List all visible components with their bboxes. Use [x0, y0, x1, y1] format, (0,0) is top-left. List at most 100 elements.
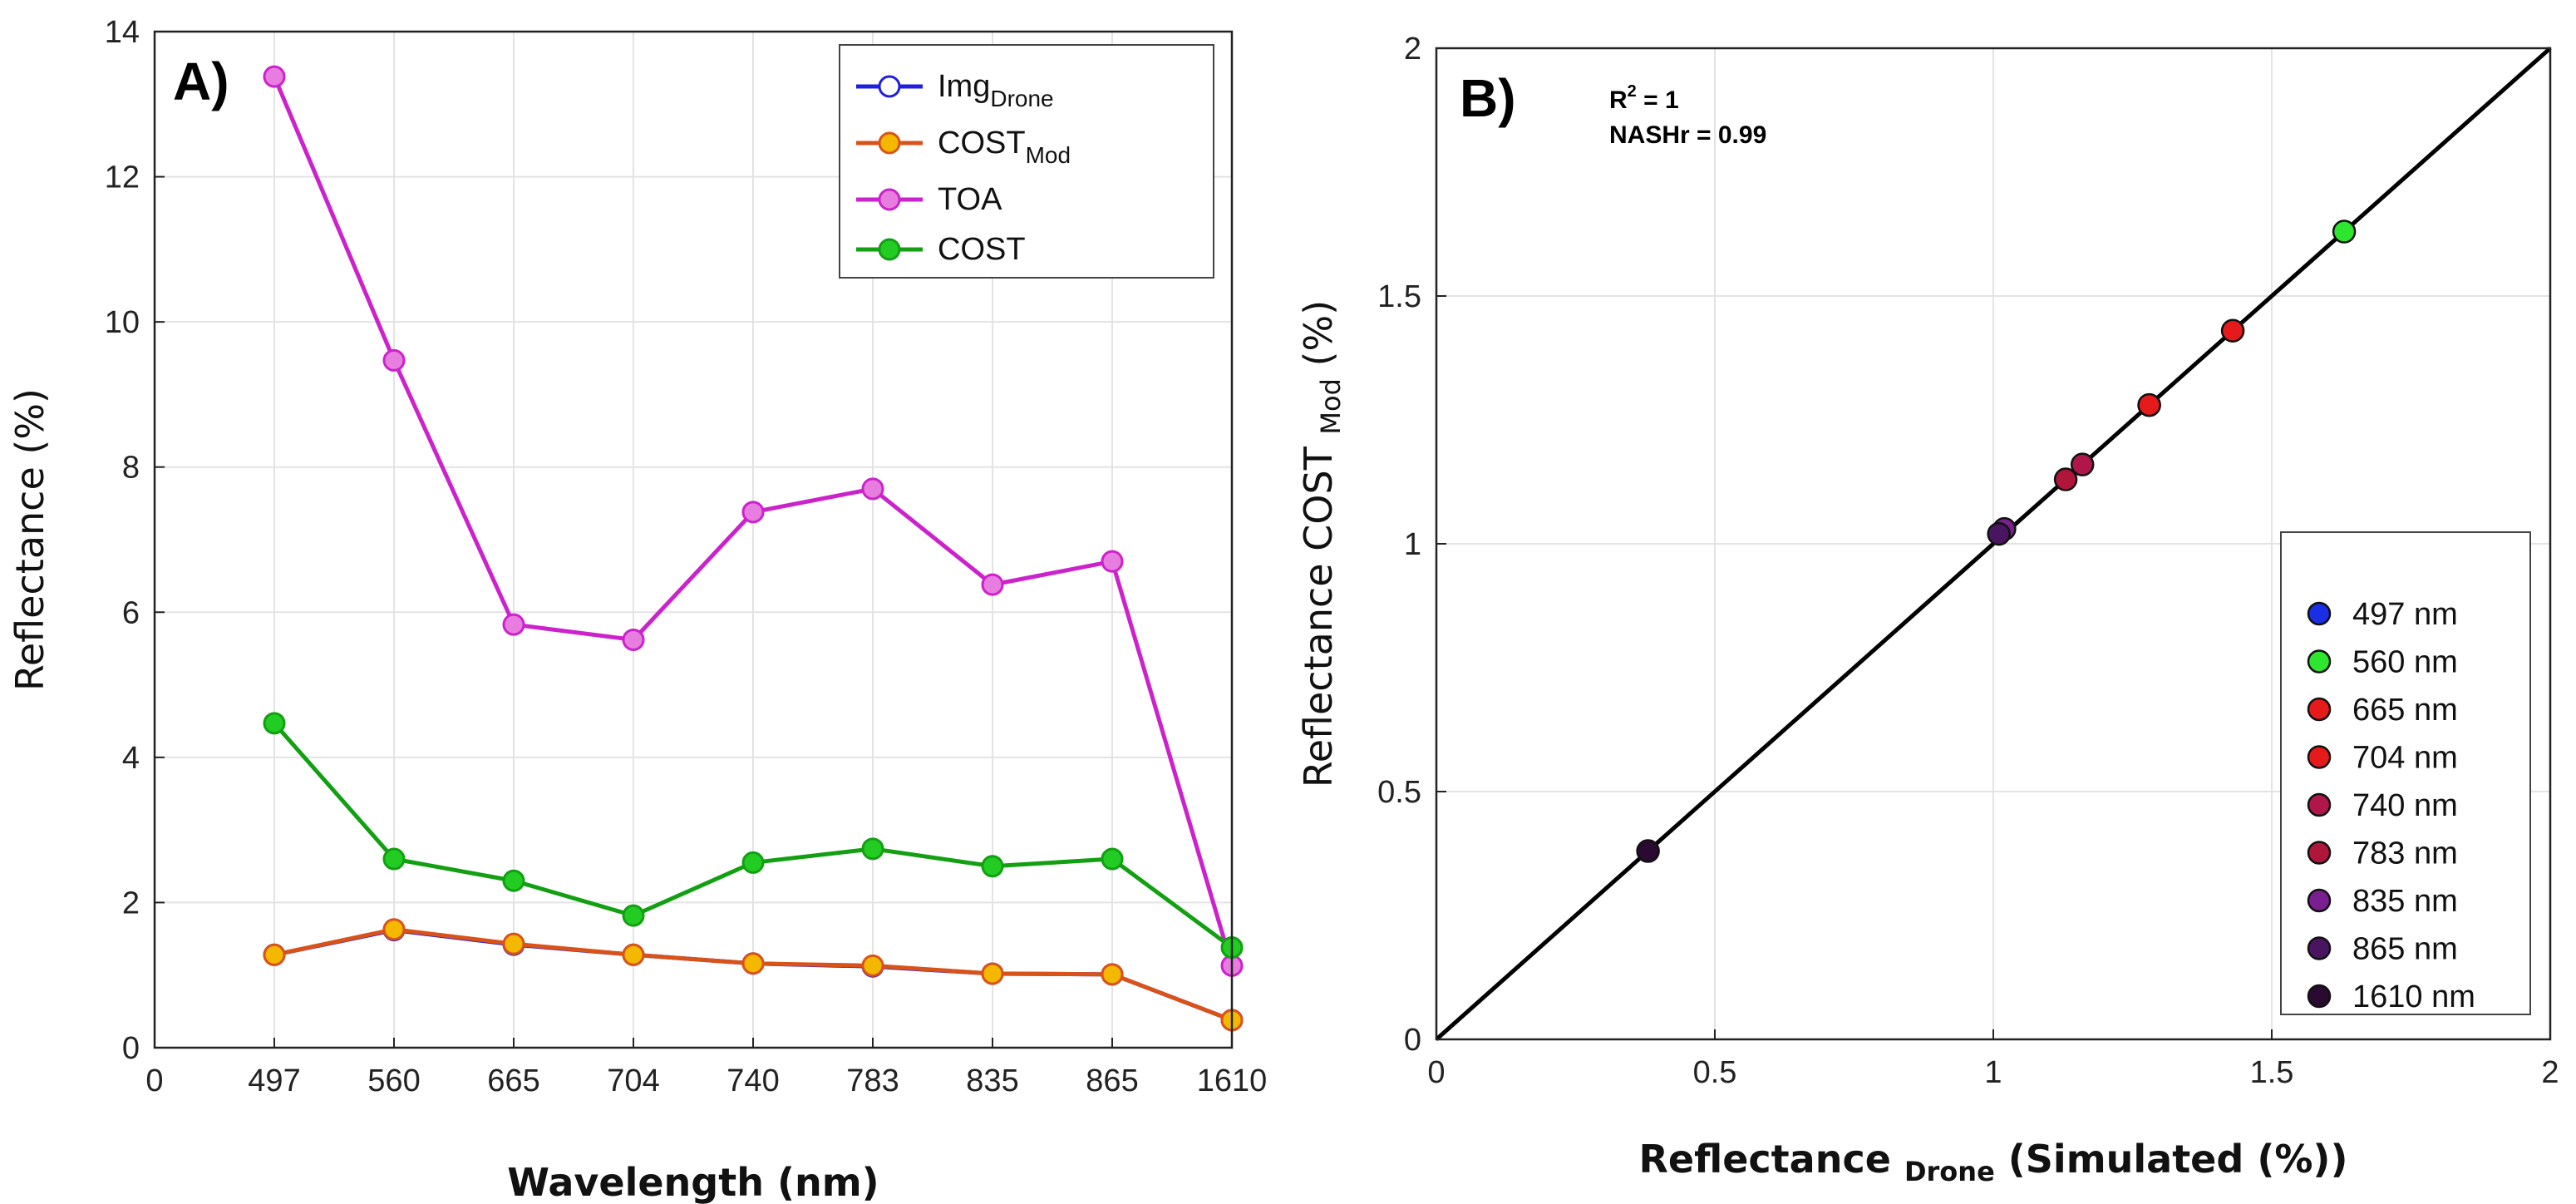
- series-cost-point: [502, 869, 525, 892]
- legend-label: COSTMod: [938, 126, 1071, 168]
- legend-entry-cost: COST: [856, 232, 1026, 267]
- x-tick-label: 1: [1984, 1055, 2002, 1090]
- y-tick-label: 1: [1404, 527, 1421, 562]
- series-cost-mod-point: [741, 952, 765, 975]
- panel-a-series: [263, 65, 1244, 1032]
- legend-entry-cost-mod: COSTMod: [856, 126, 1071, 168]
- y-label-main: Reflectance COST: [1296, 435, 1341, 788]
- x-tick-label: 2: [2541, 1055, 2559, 1090]
- series-cost-mod-point: [263, 943, 286, 966]
- panel-b-legend-entries: 497 nm 560 nm 665 nm 704 nm 740 nm 783 nm 835 …: [2307, 597, 2475, 1014]
- series-cost-point: [382, 847, 406, 871]
- series-cost-point: [1101, 847, 1124, 871]
- legend-label-main: COST: [938, 126, 1026, 160]
- legend-label: COST: [938, 232, 1026, 267]
- legend-label: 835 nm: [2352, 884, 2458, 919]
- y-tick-label: 0: [1404, 1023, 1421, 1058]
- point-740-nm: [2070, 452, 2095, 476]
- legend-marker: [2307, 841, 2332, 865]
- x-label-sub: Drone: [1904, 1156, 1995, 1187]
- point-704-nm: [2137, 392, 2161, 417]
- legend-marker: [878, 75, 901, 98]
- x-tick-label: 865: [1086, 1063, 1138, 1098]
- legend-marker: [2307, 649, 2332, 674]
- x-tick-label: 0: [145, 1063, 163, 1098]
- legend-marker: [2307, 888, 2332, 913]
- y-label-sub: Mod: [1315, 378, 1347, 435]
- legend-label: 665 nm: [2352, 693, 2458, 728]
- x-tick-label: 560: [367, 1063, 420, 1098]
- series-cost-mod-point: [382, 918, 406, 941]
- y-tick-label: 4: [122, 741, 140, 776]
- panel-a-x-axis-label: Wavelength (nm): [507, 1160, 879, 1204]
- r2-superscript: 2: [1628, 82, 1637, 101]
- legend-marker: [2307, 745, 2332, 769]
- x-tick-label: 783: [846, 1063, 899, 1098]
- legend-label: 1610 nm: [2352, 979, 2475, 1014]
- series-toa-point: [861, 477, 884, 501]
- y-tick-label: 0.5: [1377, 775, 1421, 810]
- legend-marker: [2307, 792, 2332, 817]
- series-cost-point: [622, 904, 645, 927]
- x-tick-label: 835: [966, 1063, 1018, 1098]
- series-cost-point: [741, 851, 765, 874]
- legend-label: 865 nm: [2352, 932, 2458, 967]
- panel-b-x-axis-label: Reflectance Drone (Simulated (%)): [1639, 1137, 2348, 1187]
- series-toa-point: [502, 613, 525, 636]
- y-tick-label: 10: [105, 305, 140, 340]
- legend-label: 560 nm: [2352, 645, 2458, 680]
- legend-label: 740 nm: [2352, 788, 2458, 823]
- y-tick-label: 8: [122, 451, 140, 486]
- legend-entry-img-drone: ImgDrone: [856, 69, 1054, 111]
- series-toa-point: [1101, 550, 1124, 573]
- panel-b-scatter-chart: 0 0.5 1 1.5 2 00.511.52 B) R2 = 1 NASHr = 0.…: [1296, 32, 2559, 1187]
- panel-a-x-ticks: 0 497 560 665 704 740 783 835 865 1610: [145, 1038, 1267, 1098]
- legend-label-main: Img: [938, 69, 990, 104]
- legend-marker: [2307, 601, 2332, 626]
- legend-marker: [2307, 697, 2332, 722]
- series-toa-point: [382, 348, 406, 372]
- series-toa-point: [263, 65, 286, 88]
- panel-a-label: A): [173, 52, 229, 111]
- r2-value: = 1: [1637, 86, 1679, 114]
- series-cost-point: [981, 855, 1004, 878]
- legend-label: TOA: [938, 182, 1002, 217]
- legend-label-sub: Mod: [1026, 142, 1071, 168]
- x-tick-label: 1.5: [2250, 1055, 2294, 1090]
- legend-label: 704 nm: [2352, 741, 2458, 776]
- legend-label: 783 nm: [2352, 836, 2458, 871]
- legend-marker: [878, 131, 901, 155]
- x-tick-label: 1610: [1197, 1063, 1268, 1098]
- series-toa-point: [981, 573, 1004, 596]
- r-squared-annotation: R2 = 1: [1609, 82, 1679, 114]
- y-tick-label: 12: [105, 160, 140, 195]
- legend-marker: [2307, 936, 2332, 960]
- legend-label: 497 nm: [2352, 597, 2458, 632]
- panel-a-legend-box: [839, 44, 1214, 279]
- legend-entry-toa: TOA: [856, 182, 1002, 217]
- series-toa-point: [741, 501, 765, 524]
- y-tick-label: 14: [105, 15, 140, 50]
- series-cost-point: [861, 837, 884, 861]
- panel-a-y-axis-label: Reflectance (%): [7, 388, 52, 691]
- point-865-nm: [1987, 521, 2011, 546]
- point-783-nm: [2053, 467, 2078, 491]
- series-cost-mod-point: [1101, 963, 1124, 986]
- panel-b-label: B): [1460, 68, 1516, 128]
- panel-b-legend: 497 nm 560 nm 665 nm 704 nm 740 nm 783 nm 835 …: [2280, 531, 2531, 1015]
- series-cost-point: [263, 712, 286, 735]
- panel-a-y-ticks: 0 2 4 6 8 10 12 14: [105, 15, 165, 1066]
- series-toa-point: [622, 628, 645, 651]
- y-tick-label: 1.5: [1377, 279, 1421, 314]
- legend-marker: [878, 188, 901, 211]
- series-cost-mod-point: [622, 943, 645, 966]
- y-label-end: (%): [1296, 300, 1341, 378]
- series-cost-mod-point: [981, 962, 1004, 985]
- x-label-end: (Simulated (%)): [1995, 1137, 2348, 1182]
- x-label-main: Reflectance: [1639, 1137, 1904, 1182]
- legend-label: ImgDrone: [938, 69, 1054, 111]
- y-tick-label: 2: [1404, 32, 1421, 67]
- x-tick-label: 665: [487, 1063, 539, 1098]
- y-tick-label: 6: [122, 595, 140, 630]
